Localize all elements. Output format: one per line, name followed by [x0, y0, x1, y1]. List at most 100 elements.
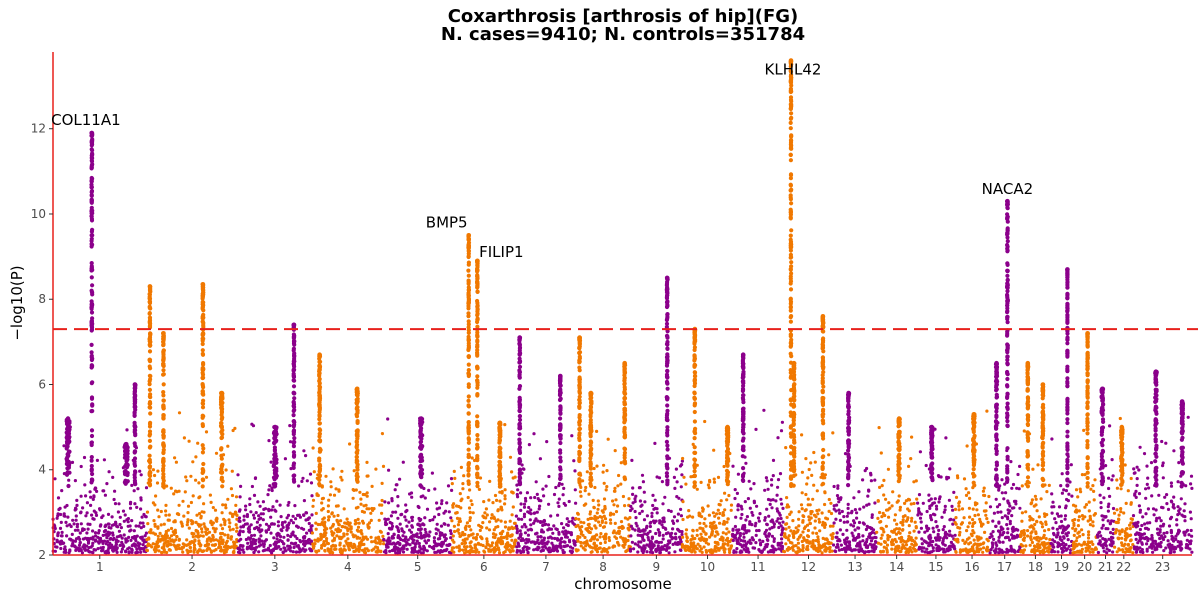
- snp-point: [1079, 550, 1083, 554]
- snp-point: [574, 517, 578, 521]
- snp-point: [713, 540, 717, 545]
- snp-point: [662, 547, 666, 551]
- snp-point: [75, 525, 79, 529]
- snp-point: [1118, 548, 1122, 552]
- snp-point: [716, 532, 720, 536]
- snp-point: [191, 520, 195, 524]
- snp-point: [329, 485, 333, 489]
- snp-point: [437, 543, 441, 547]
- snp-point: [134, 524, 138, 528]
- snp-point: [191, 460, 195, 464]
- snp-point: [534, 517, 538, 521]
- snp-point: [529, 508, 533, 512]
- snp-point: [907, 524, 911, 528]
- snp-point: [805, 482, 809, 486]
- snp-point: [503, 525, 508, 529]
- snp-point: [967, 506, 972, 510]
- snp-point: [994, 524, 998, 529]
- snp-point: [744, 531, 748, 535]
- snp-point: [780, 537, 784, 541]
- snp-point: [464, 547, 468, 552]
- snp-point: [302, 449, 306, 453]
- snp-point: [462, 545, 467, 549]
- snp-point: [167, 513, 171, 517]
- snp-point: [1190, 534, 1194, 538]
- snp-point: [541, 523, 545, 528]
- snp-point: [488, 544, 492, 548]
- snp-point: [901, 515, 906, 519]
- snp-point: [398, 536, 402, 540]
- snp-point: [941, 537, 946, 541]
- snp-point: [602, 547, 606, 551]
- snp-point: [469, 499, 473, 503]
- snp-point: [98, 536, 103, 541]
- snp-point: [1050, 437, 1054, 441]
- snp-point: [1169, 550, 1173, 555]
- snp-point: [85, 501, 89, 505]
- snp-point: [253, 476, 258, 480]
- snp-point: [279, 547, 283, 551]
- snp-point: [763, 488, 767, 492]
- snp-point: [923, 550, 927, 554]
- snp-point: [286, 503, 290, 507]
- snp-point: [803, 538, 807, 542]
- snp-point: [932, 501, 937, 505]
- snp-point: [239, 537, 243, 541]
- snp-point: [110, 543, 114, 547]
- snp-point: [215, 519, 219, 523]
- snp-point: [908, 531, 912, 535]
- snp-point: [1107, 486, 1111, 491]
- snp-point: [89, 305, 94, 310]
- snp-point: [378, 529, 382, 534]
- snp-point: [95, 458, 99, 462]
- snp-point: [807, 518, 811, 522]
- snp-point: [97, 529, 101, 533]
- snp-point: [815, 509, 819, 513]
- snp-point: [1186, 415, 1190, 419]
- snp-point: [288, 440, 293, 444]
- snp-point: [522, 502, 527, 506]
- snp-point: [598, 546, 602, 550]
- snp-point: [873, 478, 877, 482]
- snp-point: [1052, 533, 1056, 537]
- snp-point: [1060, 550, 1064, 554]
- snp-point: [836, 484, 840, 488]
- snp-point: [453, 529, 457, 534]
- snp-point: [505, 544, 509, 549]
- snp-point: [581, 546, 585, 550]
- snp-point: [800, 433, 804, 437]
- snp-point: [129, 528, 133, 532]
- snp-point: [1024, 544, 1028, 548]
- snp-point: [346, 528, 350, 533]
- snp-point: [283, 546, 287, 551]
- snp-point: [124, 549, 128, 553]
- snp-point: [124, 537, 128, 541]
- snp-point: [576, 511, 580, 515]
- snp-point: [684, 532, 688, 536]
- snp-point: [973, 521, 977, 525]
- peak-chr1: [64, 416, 72, 489]
- snp-point: [550, 541, 554, 545]
- snp-point: [1051, 526, 1055, 530]
- snp-point: [60, 530, 64, 535]
- snp-point: [340, 551, 344, 555]
- snp-point: [1028, 525, 1032, 529]
- snp-point: [983, 530, 987, 535]
- snp-point: [947, 498, 952, 502]
- snp-point: [461, 482, 465, 486]
- snp-point: [255, 520, 259, 524]
- snp-point: [1051, 538, 1055, 542]
- snp-point: [552, 524, 556, 528]
- snp-point: [125, 518, 129, 522]
- snp-point: [672, 475, 677, 479]
- snp-point: [326, 504, 330, 508]
- snp-point: [838, 539, 842, 543]
- snp-point: [114, 540, 118, 545]
- snp-point: [1030, 540, 1034, 545]
- chromosome-15-points: [916, 427, 957, 555]
- snp-point: [1092, 498, 1096, 502]
- snp-point: [627, 528, 631, 532]
- snp-point: [748, 520, 752, 524]
- snp-point: [169, 486, 173, 490]
- chromosome-5-points: [382, 417, 454, 555]
